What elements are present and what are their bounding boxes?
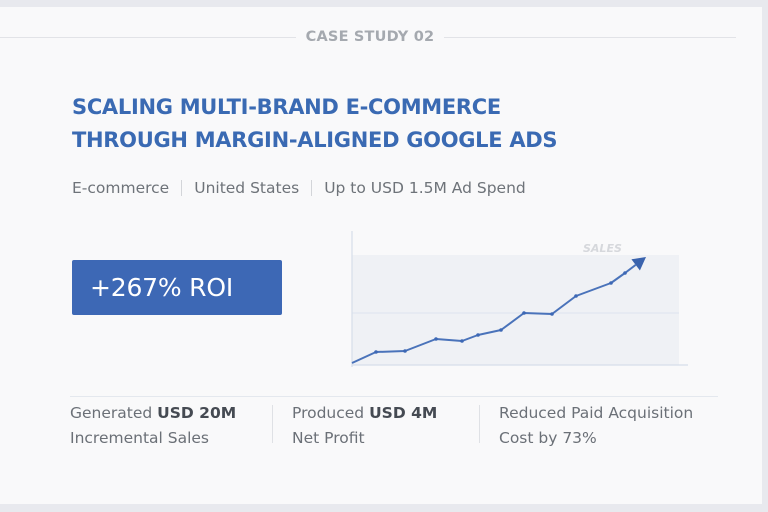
arrow-up-icon xyxy=(631,257,646,271)
stat-acquisition-cost: Reduced Paid Acquisition Cost by 73% xyxy=(499,401,693,451)
data-points xyxy=(374,271,627,354)
stat-prefix: Produced xyxy=(292,404,370,422)
stat-divider xyxy=(479,405,480,443)
title-line-2: THROUGH MARGIN-ALIGNED GOOGLE ADS xyxy=(72,128,558,152)
case-study-label: CASE STUDY 02 xyxy=(305,29,435,45)
meta-region: United States xyxy=(194,179,300,197)
stat-value: USD 4M xyxy=(369,404,438,422)
eyebrow-rule-right xyxy=(444,37,736,38)
meta-divider xyxy=(311,180,313,196)
case-study-card: CASE STUDY 02 SCALING MULTI-BRAND E-COMM… xyxy=(0,7,762,504)
meta-tags: E-commerce United States Up to USD 1.5M … xyxy=(72,179,526,197)
title-line-1: SCALING MULTI-BRAND E-COMMERCE xyxy=(72,95,501,119)
meta-divider xyxy=(181,180,183,196)
stat-caption: Incremental Sales xyxy=(70,429,210,447)
meta-industry: E-commerce xyxy=(72,179,170,197)
chart-panel xyxy=(352,255,679,365)
sales-trend-chart: SALES xyxy=(351,231,688,367)
stats-divider xyxy=(70,396,718,397)
stat-caption: Net Profit xyxy=(292,429,365,447)
roi-value: +267% ROI xyxy=(90,273,233,302)
stat-incremental-sales: Generated USD 20M Incremental Sales xyxy=(70,401,236,451)
stat-value: USD 20M xyxy=(157,404,237,422)
stat-caption: Cost by 73% xyxy=(499,429,597,447)
stat-net-profit: Produced USD 4M Net Profit xyxy=(292,401,437,451)
page-title: SCALING MULTI-BRAND E-COMMERCE THROUGH M… xyxy=(72,91,692,157)
roi-badge: +267% ROI xyxy=(72,260,282,315)
stat-prefix: Reduced Paid Acquisition xyxy=(499,404,694,422)
stat-divider xyxy=(272,405,273,443)
meta-budget: Up to USD 1.5M Ad Spend xyxy=(324,179,526,197)
eyebrow-rule-left xyxy=(0,37,296,38)
stat-prefix: Generated xyxy=(70,404,158,422)
chart-label: SALES xyxy=(583,242,622,255)
